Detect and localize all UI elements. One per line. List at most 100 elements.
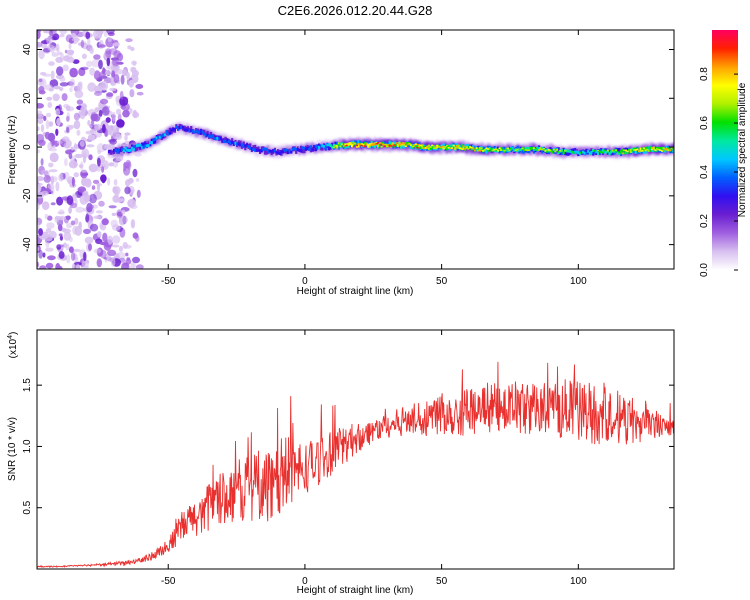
noise-blob <box>52 33 60 41</box>
ridge-cell <box>170 128 173 132</box>
noise-blob <box>40 158 44 166</box>
noise-blob <box>37 30 42 33</box>
noise-blob <box>40 124 45 133</box>
ridge-cell <box>434 146 437 150</box>
noise-blob <box>105 117 111 123</box>
ridge-cell <box>132 145 135 151</box>
noise-blob <box>76 99 84 105</box>
noise-blob <box>124 132 131 136</box>
ridge-cell <box>134 144 137 148</box>
ridge-cell <box>391 143 395 145</box>
ridge-cell <box>186 128 190 132</box>
ridge-cell <box>373 143 377 146</box>
ridge-cell <box>244 144 247 148</box>
noise-blob <box>67 49 75 56</box>
noise-blob <box>66 126 70 133</box>
noise-blob <box>59 30 68 35</box>
ridge-cell <box>585 148 588 154</box>
noise-blob <box>52 93 60 102</box>
ridge-cell <box>336 144 339 147</box>
ridge-cell <box>324 146 327 150</box>
noise-blob <box>97 157 101 167</box>
ridge-cell <box>382 143 385 145</box>
noise-blob <box>85 31 91 40</box>
noise-blob <box>111 235 121 244</box>
ridge-cell <box>467 146 470 150</box>
ridge-cell <box>603 149 606 152</box>
ridge-cell <box>327 143 331 147</box>
ridge-cell <box>398 141 401 145</box>
noise-blob <box>66 195 74 206</box>
ridge-cell <box>619 150 623 153</box>
ridge-cell <box>465 145 468 154</box>
ridge-cell <box>149 141 152 145</box>
ridge-cell <box>203 129 206 135</box>
noise-blob <box>63 142 70 148</box>
noise-blob <box>121 209 126 215</box>
ridge-cell <box>470 147 473 151</box>
noise-blob <box>46 35 53 45</box>
ridge-cell <box>498 147 501 151</box>
ridge-cell <box>231 140 234 144</box>
ridge-cell <box>190 129 193 133</box>
noise-blob <box>39 235 47 240</box>
ridge-cell <box>336 141 339 147</box>
ridge-cell <box>198 130 201 134</box>
ridge-cell <box>285 148 288 152</box>
ridge-cell <box>226 138 229 142</box>
ridge-cell <box>472 147 475 150</box>
ridge-cell <box>190 126 193 131</box>
ridge-cell <box>249 146 252 150</box>
ridge-cell <box>641 147 644 151</box>
noise-blob <box>37 118 44 124</box>
ridge-cell <box>569 149 572 153</box>
noise-blob <box>75 264 80 269</box>
noise-blob <box>57 224 63 232</box>
ridge-cell <box>593 150 596 152</box>
ridge-cell <box>208 134 211 138</box>
noise-blob <box>58 209 65 215</box>
ridge-cell <box>554 149 557 153</box>
ridge-cell <box>487 148 490 150</box>
ridge-cell <box>301 146 304 150</box>
ridge-cell <box>126 148 129 152</box>
ridge-cell <box>116 150 119 154</box>
noise-blob <box>91 185 96 190</box>
ridge-cell <box>516 148 519 152</box>
ridge-cell <box>242 141 245 147</box>
ridge-cell <box>508 149 511 152</box>
noise-blob <box>112 42 120 47</box>
noise-blob <box>48 162 54 168</box>
ridge-cell <box>206 133 209 137</box>
noise-blob <box>67 124 76 129</box>
ridge-cell <box>631 147 634 151</box>
ridge-cell <box>577 151 580 155</box>
noise-blob <box>124 186 131 195</box>
ridge-cell <box>636 148 639 157</box>
noise-blob <box>69 236 73 243</box>
ridge-cell <box>203 132 206 136</box>
ridge-cell <box>391 143 395 149</box>
ridge-cell <box>377 142 380 144</box>
ridge-cell <box>605 150 608 154</box>
ridge-cell <box>647 150 651 152</box>
ridge-cell <box>375 143 378 145</box>
ridge-cell <box>309 145 313 149</box>
ridge-cell <box>636 148 639 151</box>
snr-y-ticks: 0.5 1.0 1.5 <box>22 378 674 515</box>
ridge-cell <box>659 147 662 150</box>
ridge-cell <box>262 148 265 151</box>
ridge-cell <box>224 136 227 142</box>
ridge-cell <box>390 141 393 147</box>
noise-blob <box>97 149 101 155</box>
ridge-cell <box>385 143 388 146</box>
snr-x-label: Height of straight line (km) <box>297 585 414 596</box>
ridge-cell <box>505 148 508 152</box>
ridge-cell <box>488 146 491 150</box>
spectrogram-frame <box>36 29 675 270</box>
noise-blob <box>80 66 89 71</box>
ridge-cell <box>114 148 117 152</box>
ridge-cell <box>199 128 203 134</box>
ridge-cell <box>616 148 619 154</box>
noise-blob <box>47 102 53 108</box>
